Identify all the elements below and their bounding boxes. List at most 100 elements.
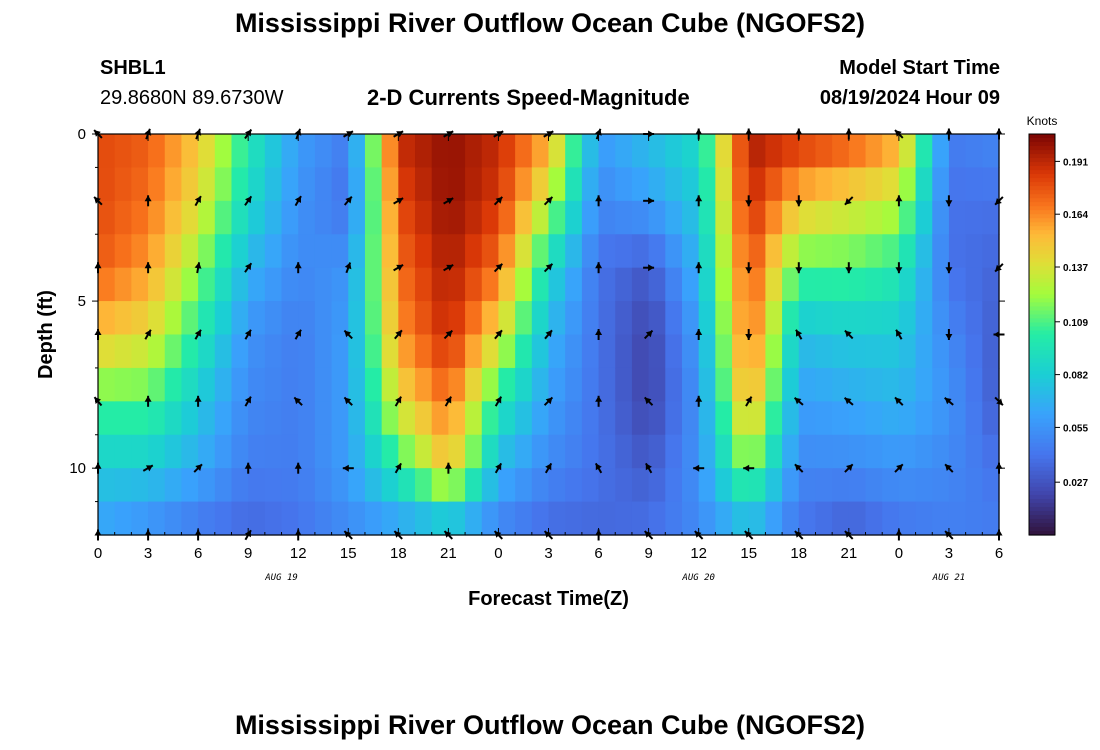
heatmap-cell [982,267,1000,302]
heatmap-cell [715,234,733,269]
current-vector [843,397,854,406]
heatmap-cell [531,468,550,503]
colorbar-strip [1029,378,1055,384]
colorbar-strip [1029,222,1055,227]
colorbar-strip [1029,198,1055,203]
vector-head [144,128,152,136]
vector-head [395,396,402,404]
heatmap-cell [782,301,800,336]
current-vector [494,462,503,474]
heatmap-cell [882,367,900,402]
vector-head [94,196,101,204]
heatmap-cell [298,367,316,402]
heatmap-cell [148,200,166,235]
heatmap-cell [715,334,733,369]
colorbar-strip [1029,274,1055,279]
heatmap-cell [615,434,633,469]
heatmap-cell [798,167,817,202]
heatmap-cell [631,334,650,369]
heatmap-cell [715,200,733,235]
vector-head [396,198,404,205]
heatmap-cell [331,501,349,536]
heatmap-cell [381,334,399,369]
x-tick-label: 9 [644,545,652,562]
heatmap-cell [648,401,666,436]
heatmap-cell [715,301,733,336]
heatmap-cell [248,200,266,235]
vector-head [745,128,753,135]
colorbar-strip [1029,158,1055,163]
heatmap-cell [798,367,817,402]
current-vector [144,395,152,407]
colorbar-strip [1029,190,1055,195]
heatmap-cell [548,200,566,235]
heatmap-cell [932,200,950,235]
heatmap-cell [815,367,833,402]
current-vector [544,329,553,340]
heatmap-cell [131,267,149,302]
heatmap-cell [782,401,800,436]
heatmap-cell [148,234,166,269]
vector-head [294,196,301,203]
heatmap-cell [515,234,533,269]
heatmap-cell [832,234,850,269]
vector-head [996,398,1003,406]
heatmap-cell [214,267,233,302]
heatmap-cell [848,468,867,503]
heatmap-cell [398,267,416,302]
heatmap-cell [631,468,650,503]
heatmap-cell [264,167,283,202]
vector-head [144,395,152,402]
heatmap-cell [181,234,199,269]
heatmap-cell [565,134,583,169]
heatmap-cell [948,200,967,235]
heatmap-cell [531,501,550,536]
heatmap-cell [681,401,700,436]
current-vector [794,463,804,473]
colorbar-strip [1029,290,1055,295]
heatmap-cell [815,434,833,469]
heatmap-cell [715,267,733,302]
vector-head [845,267,853,274]
heatmap-cell [648,134,666,169]
heatmap-cell [581,234,600,269]
colorbar-strip [1029,282,1055,287]
colorbar-strip [1029,178,1055,183]
vector-head [895,195,903,202]
heatmap-cell [415,301,433,336]
heatmap-cell [198,401,216,436]
heatmap-cell [965,134,983,169]
current-vector [993,331,1005,338]
heatmap-cell [398,434,416,469]
heatmap-cell [364,267,383,302]
current-vector [945,262,953,274]
vector-head [144,262,152,269]
vector-head [294,262,302,269]
heatmap-cell [531,301,550,336]
vector-head [496,131,504,138]
heatmap-cell [231,434,249,469]
x-tick-label: 3 [544,545,552,562]
colorbar-strip [1029,358,1055,364]
current-vector [594,462,603,474]
colorbar-strip [1029,214,1055,219]
heatmap-cell [164,434,183,469]
colorbar-strip [1029,322,1055,328]
colorbar-strip [1029,474,1055,480]
heatmap-cell [581,267,600,302]
x-tick-label: 15 [740,545,757,562]
vector-head [145,465,153,472]
heatmap-cell [882,401,900,436]
vector-head [294,397,302,405]
vector-head [695,395,703,402]
heatmap-cell [848,367,867,402]
current-vector [944,463,954,473]
vector-head [794,464,802,471]
heatmap-cell [698,167,716,202]
colorbar-strip [1029,150,1055,155]
heatmap-cell [248,367,266,402]
heatmap-cell [631,501,650,536]
heatmap-cell [565,401,583,436]
heatmap-cell [798,468,817,503]
heatmap-cell [214,134,233,169]
